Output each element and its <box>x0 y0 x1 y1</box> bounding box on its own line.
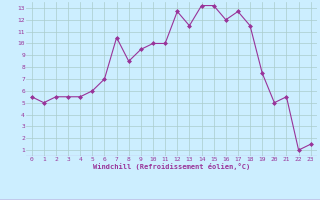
X-axis label: Windchill (Refroidissement éolien,°C): Windchill (Refroidissement éolien,°C) <box>92 163 250 170</box>
